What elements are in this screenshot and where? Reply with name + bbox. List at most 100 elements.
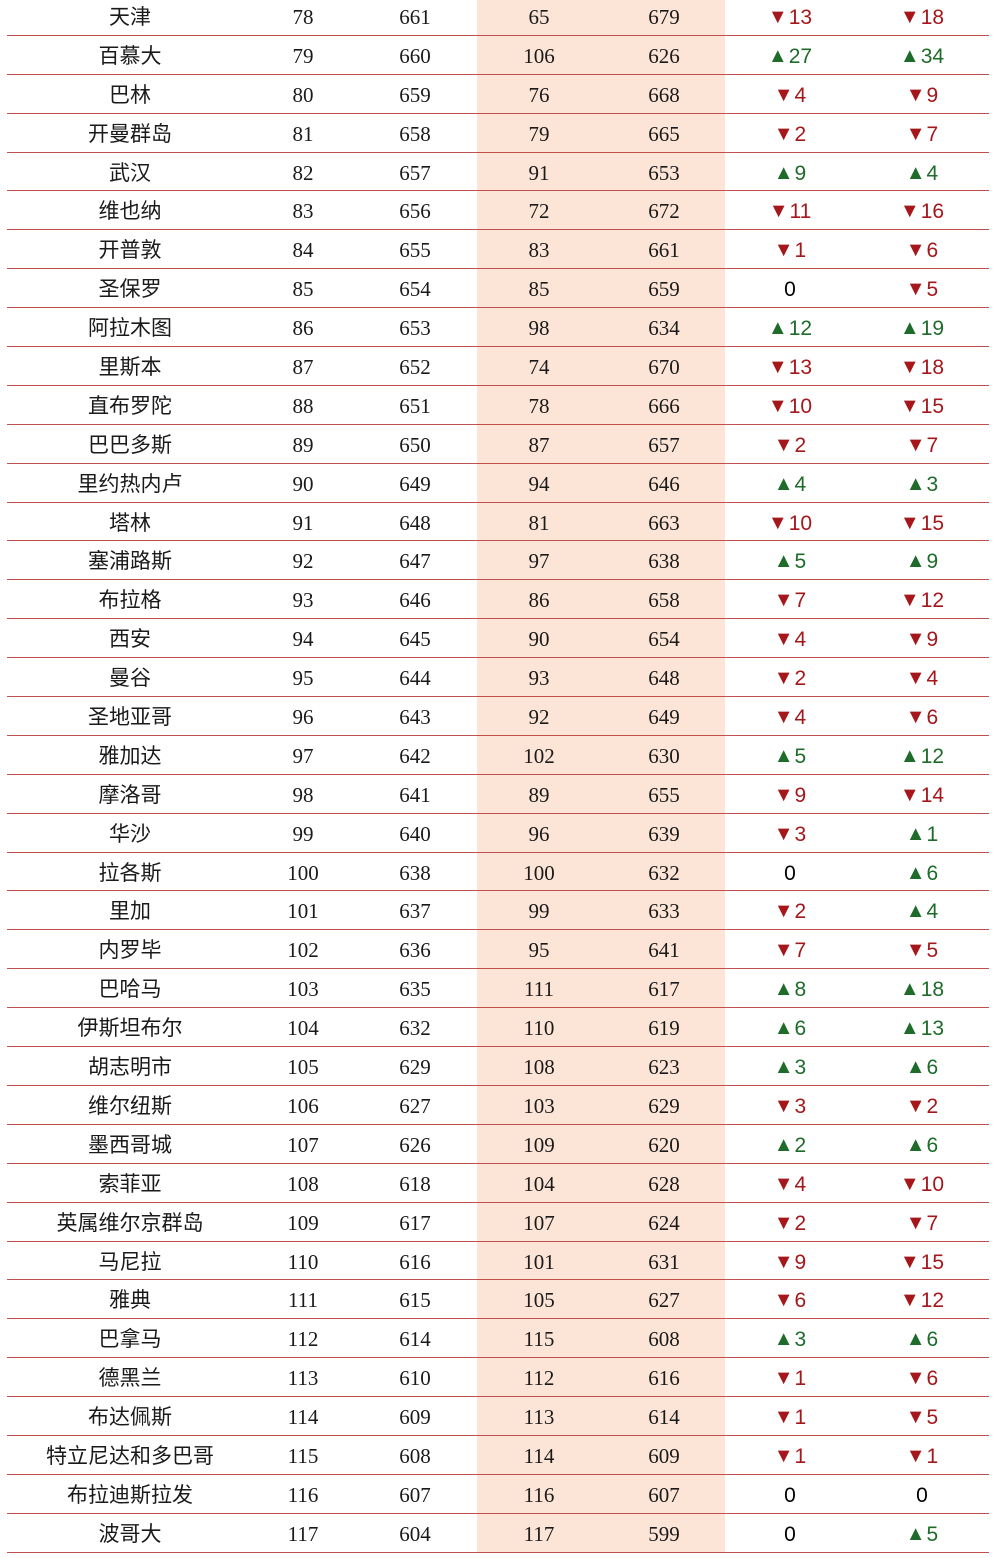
score-change: ▼6 — [862, 697, 982, 735]
score-current: 656 — [399, 199, 431, 224]
score-change: ▼18 — [862, 0, 982, 35]
rank-current: 114 — [287, 1405, 319, 1430]
triangle-down-icon: ▼ — [899, 511, 920, 534]
rank-change-value: 1 — [794, 239, 807, 263]
score-change-value: 6 — [926, 706, 939, 730]
rank-change: ▼7 — [730, 930, 850, 968]
highlight-column-bg — [477, 735, 725, 774]
city-name: 布达佩斯 — [88, 1405, 172, 1430]
score-previous: 668 — [648, 82, 680, 107]
rank-current: 97 — [292, 743, 314, 768]
rank-current: 103 — [287, 977, 319, 1002]
score-previous: 599 — [648, 1521, 680, 1546]
score-current: 610 — [399, 1366, 431, 1391]
score-change: ▼14 — [862, 775, 982, 813]
score-current: 659 — [399, 82, 431, 107]
rank-current: 93 — [292, 588, 314, 613]
score-current: 638 — [399, 860, 431, 885]
score-change: ▲19 — [862, 308, 982, 346]
city-name: 里约热内卢 — [77, 471, 183, 496]
city-name: 圣保罗 — [98, 277, 162, 302]
rank-change-value: 10 — [788, 511, 813, 535]
table-row: 天津 78 661 65 679 ▼13 ▼18 — [0, 0, 996, 36]
rank-change-value: 4 — [794, 628, 807, 652]
triangle-down-icon: ▼ — [767, 511, 788, 534]
city-name: 巴巴多斯 — [88, 432, 172, 457]
score-previous: 624 — [648, 1210, 680, 1235]
score-current: 609 — [399, 1405, 431, 1430]
rank-change-value: 1 — [794, 1406, 807, 1430]
score-change-value: 12 — [920, 589, 945, 613]
table-row: 维尔纽斯 106 627 103 629 ▼3 ▼2 — [0, 1085, 996, 1125]
score-change: ▼9 — [862, 619, 982, 657]
score-change-value: 7 — [926, 1211, 939, 1235]
rank-change: ▼2 — [730, 658, 850, 696]
rank-current: 99 — [292, 821, 314, 846]
rank-change-value: 7 — [794, 589, 807, 613]
city-name: 巴拿马 — [98, 1327, 162, 1352]
score-current: 615 — [399, 1288, 431, 1313]
triangle-down-icon: ▼ — [905, 706, 926, 729]
table-row: 波哥大 117 604 117 599 0 ▲5 — [0, 1513, 996, 1553]
highlight-column-bg — [477, 347, 725, 385]
highlight-column-bg — [477, 1008, 725, 1047]
score-current: 608 — [399, 1443, 431, 1468]
rank-current: 111 — [288, 1288, 318, 1313]
city-name: 巴林 — [109, 82, 151, 107]
highlight-column-bg — [477, 1397, 725, 1435]
rank-previous: 111 — [524, 977, 554, 1002]
rank-change-value: 8 — [794, 978, 807, 1002]
rank-current: 107 — [287, 1132, 319, 1157]
table-row: 马尼拉 110 616 101 631 ▼9 ▼15 — [0, 1241, 996, 1281]
score-previous: 653 — [648, 160, 680, 185]
rank-change-value: 0 — [784, 1483, 796, 1507]
rank-change-value: 4 — [794, 706, 807, 730]
rank-change-value: 3 — [794, 822, 807, 846]
highlight-column-bg — [477, 1047, 725, 1085]
rank-current: 88 — [292, 393, 314, 418]
rank-change: ▼4 — [730, 697, 850, 735]
score-previous: 641 — [648, 938, 680, 963]
table-row: 雅加达 97 642 102 630 ▲5 ▲12 — [0, 735, 996, 775]
score-previous: 638 — [648, 549, 680, 574]
score-change: ▼15 — [862, 503, 982, 541]
city-name: 里加 — [109, 899, 151, 924]
rank-change: ▼4 — [730, 75, 850, 113]
score-change-value: 4 — [926, 161, 939, 185]
highlight-column-bg — [477, 1319, 725, 1358]
triangle-down-icon: ▼ — [905, 239, 926, 262]
score-current: 650 — [399, 432, 431, 457]
score-previous: 607 — [648, 1482, 680, 1507]
score-current: 640 — [399, 821, 431, 846]
city-name: 开曼群岛 — [88, 121, 172, 146]
highlight-column-bg — [477, 113, 725, 152]
city-name: 索菲亚 — [98, 1171, 162, 1196]
score-change-value: 6 — [926, 239, 939, 263]
city-name: 德黑兰 — [98, 1366, 162, 1391]
score-change: ▼16 — [862, 191, 982, 229]
score-change-value: 6 — [926, 1367, 939, 1391]
rank-change: 0 — [730, 269, 850, 307]
triangle-down-icon: ▼ — [899, 589, 920, 612]
score-change-value: 4 — [926, 900, 939, 924]
triangle-up-icon: ▲ — [899, 44, 920, 67]
rank-current: 79 — [292, 43, 314, 68]
score-change-value: 2 — [926, 1094, 939, 1118]
triangle-down-icon: ▼ — [905, 83, 926, 106]
city-name: 布拉格 — [98, 588, 162, 613]
table-row: 直布罗陀 88 651 78 666 ▼10 ▼15 — [0, 385, 996, 425]
score-change-value: 9 — [926, 550, 939, 574]
rank-change: ▼3 — [730, 1086, 850, 1124]
highlight-column-bg — [477, 580, 725, 619]
rank-current: 101 — [287, 899, 319, 924]
rank-change: ▼3 — [730, 814, 850, 852]
table-row: 巴林 80 659 76 668 ▼4 ▼9 — [0, 74, 996, 114]
triangle-down-icon: ▼ — [905, 1444, 926, 1467]
score-change: ▼10 — [862, 1164, 982, 1202]
rank-change: ▲9 — [730, 153, 850, 191]
table-row: 巴哈马 103 635 111 617 ▲8 ▲18 — [0, 969, 996, 1009]
city-name: 墨西哥城 — [88, 1132, 172, 1157]
table-row: 华沙 99 640 96 639 ▼3 ▲1 — [0, 813, 996, 853]
rank-current: 83 — [292, 199, 314, 224]
